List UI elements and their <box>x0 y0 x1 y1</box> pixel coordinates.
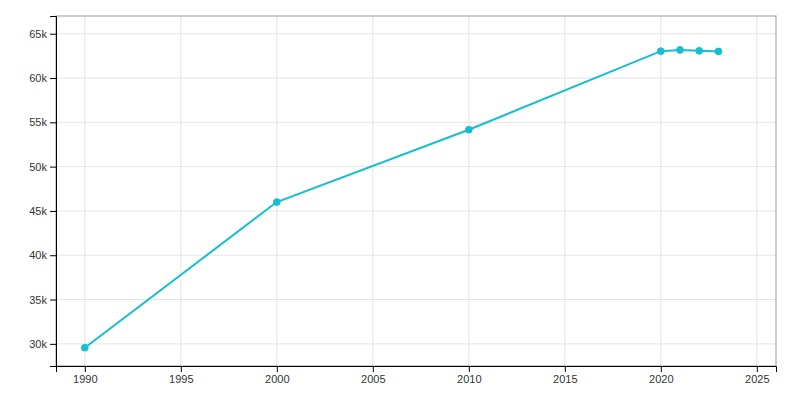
point <box>715 48 722 55</box>
tick: 45k <box>29 205 56 217</box>
tick: 2010 <box>457 366 481 385</box>
tick-label: 2010 <box>457 373 481 385</box>
data-marks <box>81 47 721 352</box>
tick-label: 40k <box>29 249 47 261</box>
tick-mark <box>181 366 182 372</box>
point <box>657 48 664 55</box>
grid-line-y <box>56 299 776 300</box>
grid-line-y <box>56 78 776 79</box>
tick: 2005 <box>361 366 385 385</box>
grid-line-x <box>84 16 85 366</box>
grid-line-x <box>372 16 373 366</box>
tick-mark <box>469 366 470 372</box>
tick-label: 2020 <box>649 373 673 385</box>
y-axis: 30k 35k 40k 45k 50k 55k 60k 65k <box>29 17 56 367</box>
grid-line-y <box>56 122 776 123</box>
tick-label: 1990 <box>73 373 97 385</box>
chart-svg: 1990 1995 2000 2005 2010 2015 2020 2025 30k 35k 40… <box>0 0 800 400</box>
tick-label: 2000 <box>265 373 289 385</box>
tick-label: 65k <box>29 28 47 40</box>
chart-container: 1990 1995 2000 2005 2010 2015 2020 2025 30k 35k 40… <box>0 0 800 400</box>
tick-mark <box>50 211 56 212</box>
grid-line-y <box>56 255 776 256</box>
tick-mark <box>50 255 56 256</box>
tick: 1995 <box>169 366 193 385</box>
grid-line-x <box>564 16 565 366</box>
grid-line-x <box>660 16 661 366</box>
point <box>677 47 684 54</box>
point <box>81 344 88 351</box>
tick: 2000 <box>265 366 289 385</box>
tick-label: 2005 <box>361 373 385 385</box>
grid-line-y <box>56 166 776 167</box>
tick-label: 30k <box>29 338 47 350</box>
tick: 30k <box>29 338 56 350</box>
tick-mark <box>661 366 662 372</box>
tick-mark <box>50 344 56 345</box>
tick: 2025 <box>745 366 769 385</box>
tick: 1990 <box>73 366 97 385</box>
point <box>696 47 703 54</box>
tick: 50k <box>29 161 56 173</box>
tick: 2020 <box>649 366 673 385</box>
tick-label: 50k <box>29 161 47 173</box>
plot-area: 1990 1995 2000 2005 2010 2015 2020 2025 30k 35k 40… <box>29 16 776 385</box>
grid <box>56 16 776 366</box>
tick-mark <box>757 366 758 372</box>
grid-line-x <box>468 16 469 366</box>
point <box>273 199 280 206</box>
grid-line-x <box>276 16 277 366</box>
tick-mark <box>277 366 278 372</box>
tick: 2015 <box>553 366 577 385</box>
tick-mark <box>50 122 56 123</box>
tick-label: 2015 <box>553 373 577 385</box>
x-axis: 1990 1995 2000 2005 2010 2015 2020 2025 <box>57 366 777 385</box>
tick-mark <box>565 366 566 372</box>
grid-line-y <box>56 343 776 344</box>
point <box>465 126 472 133</box>
axis-line <box>50 17 57 367</box>
tick-label: 1995 <box>169 373 193 385</box>
plot-frame <box>56 16 776 366</box>
tick-label: 55k <box>29 116 47 128</box>
grid-line-x <box>180 16 181 366</box>
tick: 60k <box>29 72 56 84</box>
tick-mark <box>85 366 86 372</box>
axis-line <box>57 367 777 373</box>
tick-mark <box>50 34 56 35</box>
tick-mark <box>50 300 56 301</box>
tick: 55k <box>29 116 56 128</box>
grid-line-x <box>756 16 757 366</box>
grid-line-y <box>56 33 776 34</box>
grid-line-y <box>56 210 776 211</box>
tick-mark <box>50 78 56 79</box>
tick-label: 60k <box>29 72 47 84</box>
line <box>85 50 719 348</box>
tick: 65k <box>29 28 56 40</box>
tick-label: 2025 <box>745 373 769 385</box>
tick-mark <box>50 167 56 168</box>
tick-mark <box>373 366 374 372</box>
tick: 40k <box>29 249 56 261</box>
tick-label: 45k <box>29 205 47 217</box>
tick: 35k <box>29 294 56 306</box>
tick-label: 35k <box>29 294 47 306</box>
